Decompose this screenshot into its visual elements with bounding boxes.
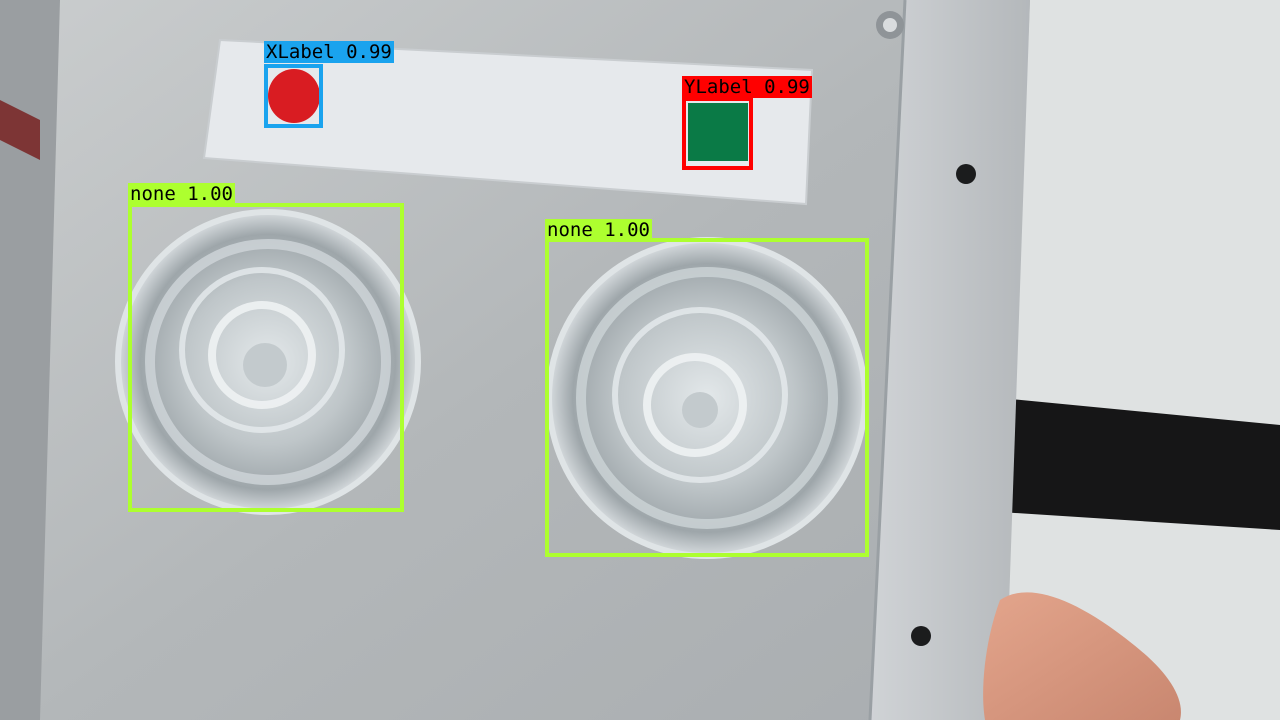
- left-cup: [115, 209, 421, 515]
- detection-class: none: [130, 183, 176, 205]
- detection-label-none-right: none 1.00: [545, 219, 652, 241]
- detection-class: YLabel: [684, 76, 753, 98]
- detection-score: 1.00: [604, 219, 650, 241]
- detection-box-none-left: [128, 203, 404, 512]
- detection-score: 0.99: [346, 41, 392, 63]
- detection-score: 0.99: [764, 76, 810, 98]
- y-marker-green-square: [688, 103, 748, 161]
- detection-box-xlabel: [264, 64, 323, 128]
- detection-label-xlabel: XLabel 0.99: [264, 41, 394, 63]
- detection-box-ylabel: [682, 97, 753, 170]
- detection-box-none-right: [545, 238, 869, 557]
- finger: [983, 592, 1181, 720]
- detection-label-ylabel: YLabel 0.99: [682, 76, 812, 98]
- detection-class: XLabel: [266, 41, 335, 63]
- detection-class: none: [547, 219, 593, 241]
- detection-score: 1.00: [187, 183, 233, 205]
- detection-label-none-left: none 1.00: [128, 183, 235, 205]
- x-marker-red-circle: [268, 69, 320, 123]
